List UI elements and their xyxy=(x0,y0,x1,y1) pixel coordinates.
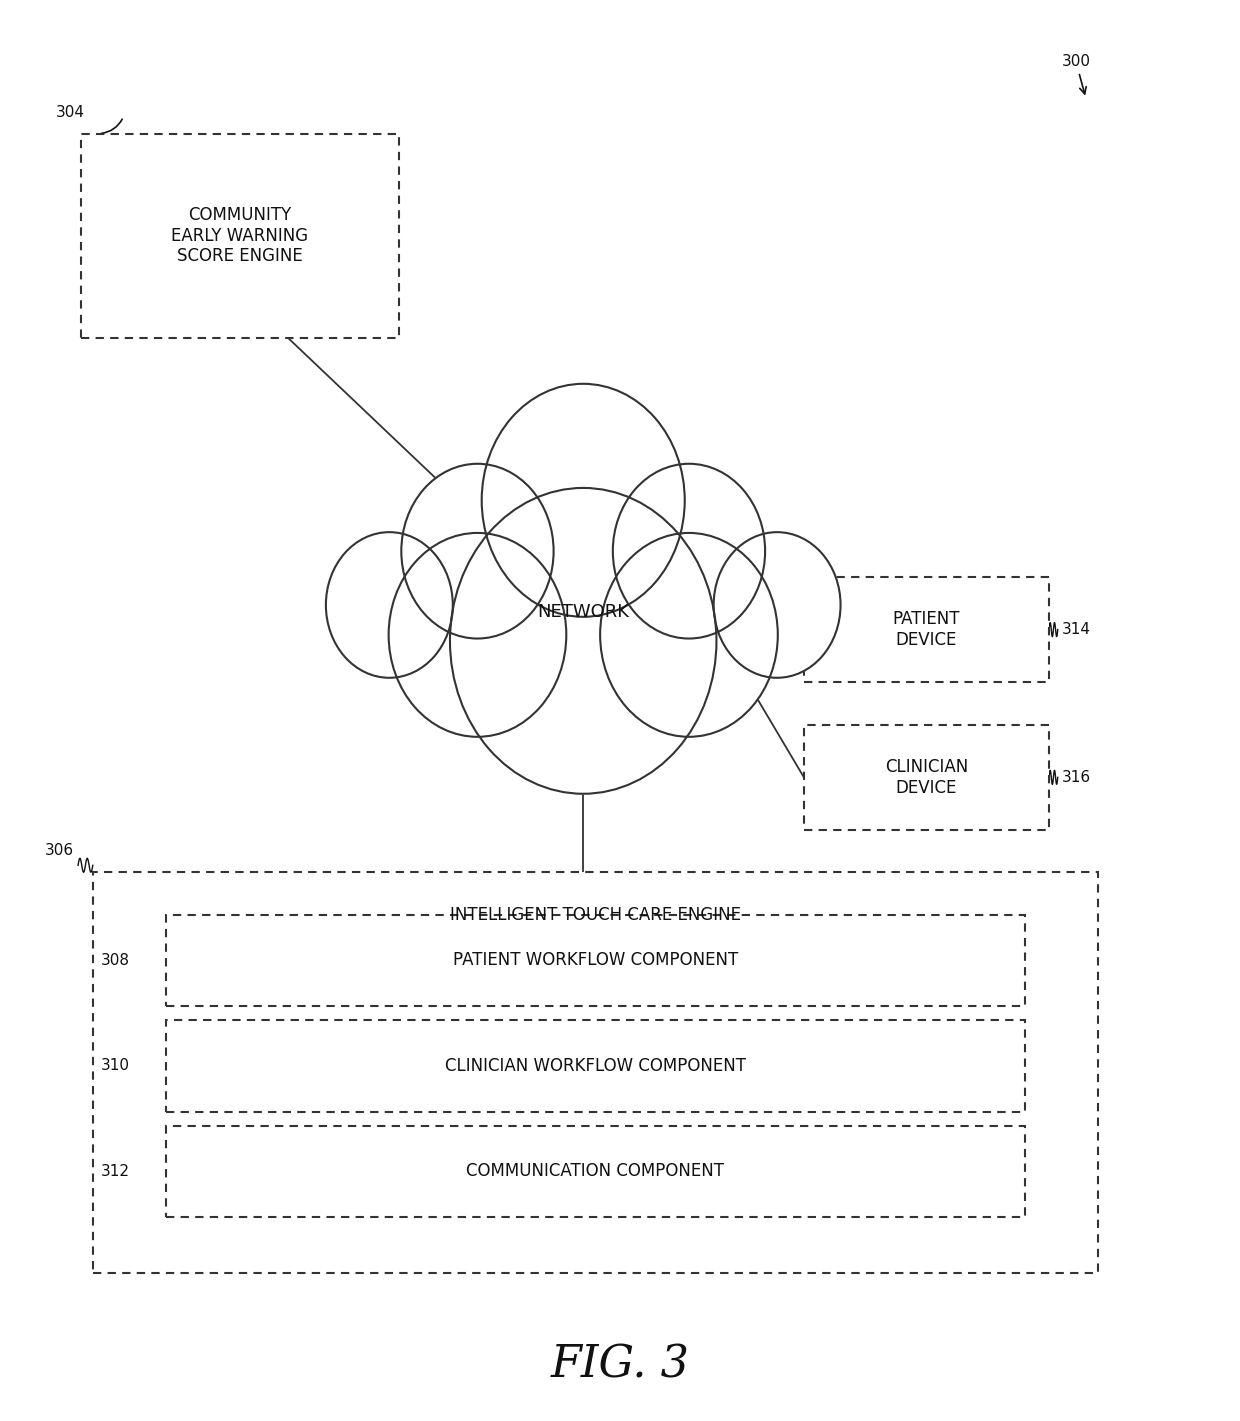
Text: 310: 310 xyxy=(100,1059,129,1073)
Text: 304: 304 xyxy=(56,105,86,119)
Circle shape xyxy=(326,531,453,678)
FancyBboxPatch shape xyxy=(804,725,1049,830)
Circle shape xyxy=(402,463,553,638)
Circle shape xyxy=(600,533,777,737)
Text: COMMUNITY
EARLY WARNING
SCORE ENGINE: COMMUNITY EARLY WARNING SCORE ENGINE xyxy=(171,206,309,266)
FancyBboxPatch shape xyxy=(804,577,1049,682)
FancyArrowPatch shape xyxy=(102,119,123,134)
Text: CLINICIAN
DEVICE: CLINICIAN DEVICE xyxy=(885,757,968,797)
Text: FIG. 3: FIG. 3 xyxy=(551,1343,689,1387)
Circle shape xyxy=(388,533,567,737)
Circle shape xyxy=(714,531,841,678)
Text: INTELLIGENT TOUCH CARE ENGINE: INTELLIGENT TOUCH CARE ENGINE xyxy=(450,905,742,924)
FancyBboxPatch shape xyxy=(166,1125,1024,1216)
Text: 314: 314 xyxy=(1061,622,1090,637)
FancyBboxPatch shape xyxy=(93,872,1099,1273)
Circle shape xyxy=(613,463,765,638)
Text: CLINICIAN WORKFLOW COMPONENT: CLINICIAN WORKFLOW COMPONENT xyxy=(445,1057,746,1074)
Text: NETWORK: NETWORK xyxy=(537,603,629,621)
Text: PATIENT WORKFLOW COMPONENT: PATIENT WORKFLOW COMPONENT xyxy=(453,951,738,969)
Text: PATIENT
DEVICE: PATIENT DEVICE xyxy=(893,610,960,649)
Text: 302: 302 xyxy=(340,611,368,627)
Text: 316: 316 xyxy=(1061,770,1090,784)
Circle shape xyxy=(481,384,684,617)
Text: 308: 308 xyxy=(100,952,129,968)
Text: 300: 300 xyxy=(1061,54,1090,94)
Text: 312: 312 xyxy=(100,1164,129,1179)
Text: 306: 306 xyxy=(45,843,74,858)
FancyBboxPatch shape xyxy=(166,1020,1024,1111)
FancyBboxPatch shape xyxy=(81,134,399,338)
FancyBboxPatch shape xyxy=(166,915,1024,1006)
Circle shape xyxy=(450,487,717,794)
Text: COMMUNICATION COMPONENT: COMMUNICATION COMPONENT xyxy=(466,1162,724,1181)
